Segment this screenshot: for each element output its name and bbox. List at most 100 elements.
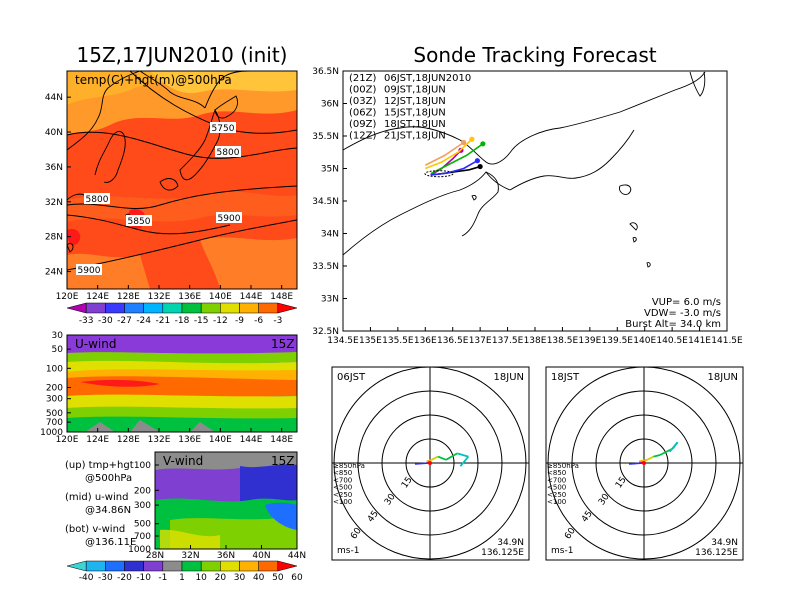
colorbar-swatch (85, 560, 106, 572)
legend-entry: 15JST,18JUN (384, 108, 446, 119)
legend-time-code: (03Z) (349, 96, 376, 107)
colorbar-label: -6 (254, 316, 263, 326)
lat-tick-label: 40N (45, 128, 63, 138)
lon-tick-label: 139E (578, 336, 601, 346)
colorbar-swatch (66, 302, 87, 314)
colorbar-label: -9 (235, 316, 244, 326)
colorbar-label: -33 (79, 316, 94, 326)
colorbar-swatch (200, 560, 221, 572)
colorbar-label: -30 (98, 573, 113, 583)
colorbar-swatch (200, 302, 221, 314)
lon-tick-label: 136E (178, 435, 201, 445)
hodograph-right-lon: 136.125E (695, 548, 738, 558)
lat-tick-label: 36N (217, 551, 235, 561)
hodograph-segment (668, 441, 679, 453)
pressure-legend-item: <850 (333, 469, 352, 477)
colorbar-swatch (277, 302, 298, 314)
launch-area (424, 170, 454, 178)
lon-tick-label: 136E (414, 336, 437, 346)
lat-tick-label: 24N (45, 268, 63, 278)
colorbar-label: -1 (158, 573, 167, 583)
hodograph-segment (628, 462, 645, 465)
pressure-tick-label: 50 (52, 345, 64, 355)
contour-label: 5750 (212, 124, 235, 134)
colorbar-swatch (220, 302, 240, 314)
pressure-tick-label: 1000 (128, 545, 151, 555)
note-bot-line2: @136.11E (85, 537, 136, 548)
colorbar-label: -3 (273, 316, 282, 326)
lon-tick-label: 140E (209, 292, 232, 302)
pressure-tick-label: 1000 (40, 428, 63, 438)
hodograph-segment (646, 455, 655, 461)
legend-time-code: (21Z) (349, 73, 376, 84)
lat-tick-label: 44N (45, 93, 63, 103)
contour-label: 5800 (217, 148, 240, 158)
main-title: Sonde Tracking Forecast (413, 43, 656, 67)
pressure-legend-item: <700 (547, 476, 566, 484)
lon-tick-label: 124E (86, 292, 109, 302)
colorbar-label: 50 (272, 573, 284, 583)
contour-label: 5850 (128, 217, 151, 227)
lat-tick-label: 28N (45, 233, 63, 243)
colorbar-swatch (258, 560, 279, 572)
lon-tick-label: 140E (633, 336, 656, 346)
descent-rate: VDW= -3.0 m/s (644, 308, 721, 319)
pressure-legend-item: <500 (547, 484, 566, 492)
legend-entry: 09JST,18JUN (384, 85, 446, 96)
colorbar-swatch (124, 302, 144, 314)
colorbar-label: -18 (175, 316, 190, 326)
ascent-rate: VUP= 6.0 m/s (652, 297, 721, 308)
hodograph-left-date: 18JUN (494, 372, 524, 383)
track-endpoint (474, 158, 480, 164)
colorbar-swatch (258, 302, 279, 314)
pressure-tick-label: 700 (134, 532, 151, 542)
lat-tick-label: 32N (45, 198, 63, 208)
hodograph-origin (428, 461, 432, 465)
hodograph-left-panel: 06JST 18JUN ms-1 34.9N 136.125E 15304560… (331, 366, 530, 561)
note-mid-line2: @34.86N (85, 505, 131, 516)
lon-tick-label: 134.5E (327, 336, 359, 346)
lat-tick-label: 34N (321, 230, 339, 240)
colorbar-label: 40 (253, 573, 265, 583)
lat-tick-label: 40N (252, 551, 270, 561)
lon-tick-label: 148E (270, 292, 293, 302)
colorbar-label: 30 (234, 573, 246, 583)
pressure-tick-label: 300 (134, 501, 151, 511)
lat-tick-label: 33N (321, 295, 339, 305)
pressure-tick-label: 700 (46, 418, 63, 428)
pressure-legend-item: <850 (547, 469, 566, 477)
colorbar-swatch (220, 560, 240, 572)
pressure-tick-label: 300 (46, 395, 63, 405)
left-title: 15Z,17JUN2010 (init) (77, 43, 288, 67)
lat-tick-label: 28N (146, 551, 164, 561)
track-endpoint (480, 141, 486, 147)
lon-tick-label: 141E (688, 336, 711, 346)
pressure-tick-label: 100 (134, 461, 151, 471)
colorbar-label: -24 (136, 316, 151, 326)
contour-label: 5800 (86, 195, 109, 205)
pressure-tick-label: 30 (52, 331, 64, 341)
track-map-frame (342, 70, 728, 332)
colorbar-swatch (239, 560, 259, 572)
lon-tick-label: 144E (240, 435, 263, 445)
pressure-tick-label: 200 (134, 486, 151, 496)
temperature-map-panel: temp(C)+hgt(m)@500hPa 5750 5800 5800 585… (45, 70, 298, 326)
lon-tick-label: 140.5E (656, 336, 688, 346)
contour-labels: 5750 5800 5800 5850 5900 5900 (76, 122, 242, 276)
lon-tick-label: 140E (209, 435, 232, 445)
lon-tick-label: 144E (240, 292, 263, 302)
u-wind-time: 15Z (271, 337, 295, 351)
colorbar-swatch (162, 560, 183, 572)
v-wind-time: 15Z (271, 454, 295, 468)
hodograph-segment (414, 462, 431, 465)
note-mid-line1: (mid) u-wind (65, 492, 128, 503)
lon-tick-label: 135.5E (382, 336, 414, 346)
lat-tick-label: 36.5N (312, 67, 339, 77)
v-wind-panel: V-wind 15Z 100 200 300 500 700 1000 28N 32N 36N… (128, 451, 306, 561)
lon-tick-label: 135E (359, 336, 382, 346)
hodograph-segment (445, 452, 458, 461)
colorbar-swatch (162, 302, 183, 314)
colorbar-label: 1 (179, 573, 185, 583)
legend-entry: 21JST,18JUN (384, 131, 446, 142)
